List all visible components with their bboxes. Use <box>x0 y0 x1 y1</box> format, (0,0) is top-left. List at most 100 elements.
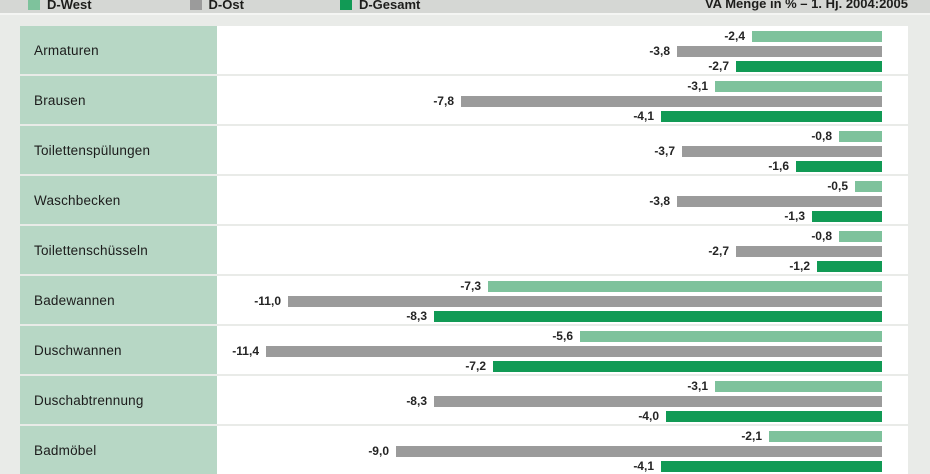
legend-item-d-ost: D-Ost <box>189 0 244 12</box>
bar-value-label: -2,7 <box>708 244 729 258</box>
bar-value-label: -2,4 <box>724 29 745 43</box>
bar-d-gesamt <box>661 111 882 122</box>
bar-d-ost <box>434 396 882 407</box>
legend-label-d-gesamt: D-Gesamt <box>358 0 421 12</box>
bar-value-label: -8,3 <box>406 309 427 323</box>
plot-area: -0,8 -3,7 -1,6 <box>217 126 908 174</box>
category-row: Toilettenschüsseln -0,8 -2,7 -1,2 <box>0 226 930 274</box>
bar-value-label: -0,8 <box>811 229 832 243</box>
bar-d-ost <box>677 196 882 207</box>
category-row: Duschabtrennung -3,1 -8,3 -4,0 <box>0 376 930 424</box>
bar-d-gesamt <box>493 361 882 372</box>
bar-d-west <box>769 431 882 442</box>
chart-title: VA Menge in % – 1. Hj. 2004:2005 <box>704 0 908 11</box>
bar-d-ost <box>736 246 882 257</box>
bar-d-gesamt <box>796 161 882 172</box>
legend-label-d-west: D-West <box>47 0 92 12</box>
plot-area: -3,1 -8,3 -4,0 <box>217 376 908 424</box>
bar-d-ost <box>288 296 882 307</box>
category-row: Badmöbel -2,1 -9,0 -4,1 <box>0 426 930 474</box>
bar-value-label: -11,0 <box>254 294 281 308</box>
bar-d-west <box>752 31 882 42</box>
category-cell: Armaturen <box>20 26 217 74</box>
category-row: Armaturen -2,4 -3,8 -2,7 <box>0 26 930 74</box>
bar-value-label: -1,6 <box>768 159 789 173</box>
bar-value-label: -4,0 <box>638 409 659 423</box>
plot-area: -0,5 -3,8 -1,3 <box>217 176 908 224</box>
bar-d-west <box>488 281 882 292</box>
bar-d-west <box>715 381 882 392</box>
plot-area: -7,3 -11,0 -8,3 <box>217 276 908 324</box>
d-ost-swatch-icon <box>189 0 202 10</box>
category-cell: Badewannen <box>20 276 217 324</box>
bar-d-gesamt <box>434 311 882 322</box>
category-row: Brausen -3,1 -7,8 -4,1 <box>0 76 930 124</box>
category-cell: Badmöbel <box>20 426 217 474</box>
category-label: Toilettenspülungen <box>34 142 151 158</box>
bar-value-label: -7,3 <box>460 279 481 293</box>
bar-d-west <box>839 231 882 242</box>
category-row: Badewannen -7,3 -11,0 -8,3 <box>0 276 930 324</box>
category-cell: Duschabtrennung <box>20 376 217 424</box>
legend-items: D-West D-Ost D-Gesamt <box>0 0 930 13</box>
legend-band: D-West D-Ost D-Gesamt VA Menge in % – 1.… <box>0 0 930 15</box>
bar-value-label: -7,8 <box>433 94 454 108</box>
legend-item-d-gesamt: D-Gesamt <box>339 0 421 12</box>
plot-area: -0,8 -2,7 -1,2 <box>217 226 908 274</box>
bar-value-label: -4,1 <box>633 109 654 123</box>
bar-value-label: -3,1 <box>687 379 708 393</box>
bar-value-label: -2,7 <box>708 59 729 73</box>
plot-area: -2,1 -9,0 -4,1 <box>217 426 908 474</box>
bar-d-gesamt <box>817 261 882 272</box>
category-label: Badmöbel <box>34 442 97 458</box>
category-cell: Brausen <box>20 76 217 124</box>
category-label: Brausen <box>34 92 86 108</box>
bar-value-label: -3,8 <box>649 194 670 208</box>
category-label: Duschabtrennung <box>34 392 144 408</box>
category-label: Armaturen <box>34 42 99 58</box>
plot-area: -2,4 -3,8 -2,7 <box>217 26 908 74</box>
bar-d-west <box>715 81 882 92</box>
bar-d-ost <box>682 146 882 157</box>
bar-d-west <box>580 331 882 342</box>
bar-d-gesamt <box>666 411 882 422</box>
bar-d-ost <box>266 346 882 357</box>
bar-d-ost <box>461 96 882 107</box>
bar-value-label: -1,2 <box>789 259 810 273</box>
d-west-swatch-icon <box>28 0 40 10</box>
bar-d-ost <box>677 46 882 57</box>
bar-d-ost <box>396 446 882 457</box>
plot-area: -5,6 -11,4 -7,2 <box>217 326 908 374</box>
category-cell: Toilettenspülungen <box>20 126 217 174</box>
bar-value-label: -0,5 <box>827 179 848 193</box>
category-cell: Waschbecken <box>20 176 217 224</box>
category-label: Badewannen <box>34 292 115 308</box>
category-row: Duschwannen -5,6 -11,4 -7,2 <box>0 326 930 374</box>
bar-d-gesamt <box>812 211 882 222</box>
category-cell: Toilettenschüsseln <box>20 226 217 274</box>
bar-value-label: -5,6 <box>552 329 573 343</box>
legend-item-d-west: D-West <box>28 0 92 12</box>
category-cell: Duschwannen <box>20 326 217 374</box>
d-gesamt-swatch-icon <box>339 0 352 10</box>
bar-value-label: -1,3 <box>784 209 805 223</box>
bar-d-gesamt <box>661 461 882 472</box>
category-row: Waschbecken -0,5 -3,8 -1,3 <box>0 176 930 224</box>
bar-d-west <box>855 181 882 192</box>
bar-value-label: -3,7 <box>654 144 675 158</box>
bar-d-west <box>839 131 882 142</box>
bar-value-label: -7,2 <box>465 359 486 373</box>
bar-d-gesamt <box>736 61 882 72</box>
category-label: Duschwannen <box>34 342 122 358</box>
category-label: Waschbecken <box>34 192 121 208</box>
category-row: Toilettenspülungen -0,8 -3,7 -1,6 <box>0 126 930 174</box>
category-label: Toilettenschüsseln <box>34 242 148 258</box>
bar-value-label: -4,1 <box>633 459 654 473</box>
plot-area: -3,1 -7,8 -4,1 <box>217 76 908 124</box>
legend-label-d-ost: D-Ost <box>208 0 244 12</box>
bar-value-label: -2,1 <box>741 429 762 443</box>
bar-value-label: -3,8 <box>649 44 670 58</box>
bar-value-label: -11,4 <box>232 344 259 358</box>
bar-value-label: -0,8 <box>811 129 832 143</box>
bar-chart: Armaturen -2,4 -3,8 -2,7 Brausen -3,1 -7,8 -4,1… <box>0 26 930 474</box>
